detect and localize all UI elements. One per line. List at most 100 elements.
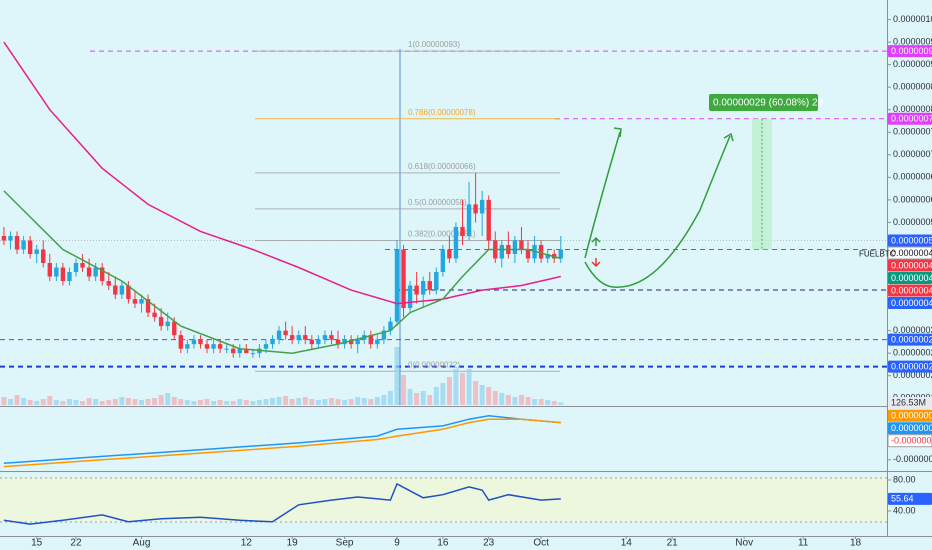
candle-body — [427, 281, 432, 291]
candle-body — [479, 199, 485, 214]
volume-bar — [283, 396, 289, 405]
volume-bar — [453, 369, 459, 405]
volume-bar — [132, 399, 138, 405]
price-tag — [888, 422, 932, 435]
volume-bar — [40, 399, 46, 405]
candle-body — [60, 267, 66, 282]
volume-bar — [211, 401, 217, 405]
volume-bar — [499, 393, 505, 405]
candle-body — [165, 321, 170, 327]
volume-bar — [1, 397, 7, 405]
volume-bar — [361, 398, 367, 405]
x-tick-label: 11 — [798, 538, 809, 549]
candle-body — [303, 335, 308, 340]
price-tag-label: 0.00000002 — [891, 423, 932, 433]
price-tag — [888, 492, 932, 505]
volume-bar — [106, 400, 112, 405]
price-tag-label: 0.00000003 — [891, 411, 932, 421]
candle-body — [191, 339, 197, 345]
price-tag — [888, 112, 932, 125]
candle-body — [440, 249, 446, 273]
y-tick-label: 0.00000031 — [893, 325, 932, 335]
candle-body — [67, 272, 72, 282]
candle-body — [499, 244, 505, 259]
y-tick-label: 0.00000055 — [893, 217, 932, 227]
volume-bar — [315, 400, 321, 405]
x-tick-label: 19 — [287, 538, 299, 549]
x-tick-label: Aug — [133, 538, 151, 549]
drawings — [584, 127, 734, 289]
volume-bar — [479, 385, 485, 405]
candle-body — [276, 330, 282, 340]
fib-label: 1(0.00000093) — [408, 40, 460, 49]
volume-bar — [73, 400, 79, 405]
price-tag — [888, 333, 932, 346]
target-label: 0.00000029 (60.08%) 29 — [713, 98, 824, 109]
volume-bar — [53, 400, 59, 405]
volume-bar — [21, 398, 27, 405]
candle-body — [34, 249, 39, 254]
candle-body — [244, 348, 249, 354]
volume-bar — [309, 399, 315, 405]
candle-body — [126, 285, 131, 300]
y-tick-label: 80.00 — [893, 474, 916, 484]
volume-bar — [407, 389, 413, 405]
volume-bar — [276, 397, 282, 405]
volume-bar — [433, 387, 439, 405]
price-tag-label: 0.00000078 — [891, 114, 932, 124]
volume-bar — [322, 399, 328, 405]
volume-bar — [394, 347, 400, 405]
volume-bar — [197, 400, 203, 405]
candle-body — [434, 272, 439, 291]
candle-body — [93, 267, 98, 277]
indicator-line — [3, 41, 561, 305]
y-tick-label: 0.00000075 — [893, 127, 932, 137]
price-tag-label: 0.00000023 — [891, 362, 932, 372]
volume-bar — [381, 395, 387, 405]
volume-bar — [414, 393, 420, 405]
volume-bar — [512, 397, 518, 405]
volume-bar — [427, 395, 433, 405]
volume-bar — [302, 397, 308, 405]
volume-bar — [368, 399, 374, 405]
candle-body — [198, 339, 203, 345]
volume-bar — [224, 401, 230, 405]
candle-body — [152, 312, 157, 318]
x-tick-label: 21 — [667, 538, 679, 549]
y-tick-label: 0.00000085 — [893, 82, 932, 92]
x-tick-label: 18 — [850, 538, 862, 549]
volume-bar — [80, 401, 86, 405]
indicator-line — [3, 190, 561, 354]
candle-body — [113, 285, 118, 295]
price-tag-label: 0.00000051 — [891, 235, 932, 245]
volume-bar — [387, 391, 393, 405]
candle-body — [420, 281, 426, 295]
volume-bar — [230, 401, 236, 405]
candle-body — [355, 339, 360, 345]
volume-bar — [27, 400, 33, 405]
price-tag — [888, 409, 932, 422]
candle-body — [231, 348, 236, 354]
y-tick-label: 0.00000026 — [893, 348, 932, 358]
fib-label: 0.382(0.00000051) — [408, 230, 476, 239]
candle-body — [80, 263, 85, 268]
volume-bar — [486, 387, 492, 405]
volume-bar — [14, 395, 20, 405]
x-tick-label: 9 — [394, 538, 400, 549]
candle-body — [204, 344, 210, 349]
candle-body — [132, 299, 138, 304]
candle-body — [512, 240, 518, 254]
symbol-label: FUELBTC — [859, 250, 896, 259]
arrow-head — [723, 132, 734, 142]
projection-arrow — [584, 135, 731, 289]
candle-body — [250, 353, 256, 355]
candle-body — [14, 235, 20, 250]
candle-body — [1, 235, 7, 241]
volume-bar — [250, 401, 256, 405]
x-tick-label: Oct — [533, 538, 549, 549]
candle-body — [270, 339, 275, 345]
target-label-box — [709, 94, 818, 111]
